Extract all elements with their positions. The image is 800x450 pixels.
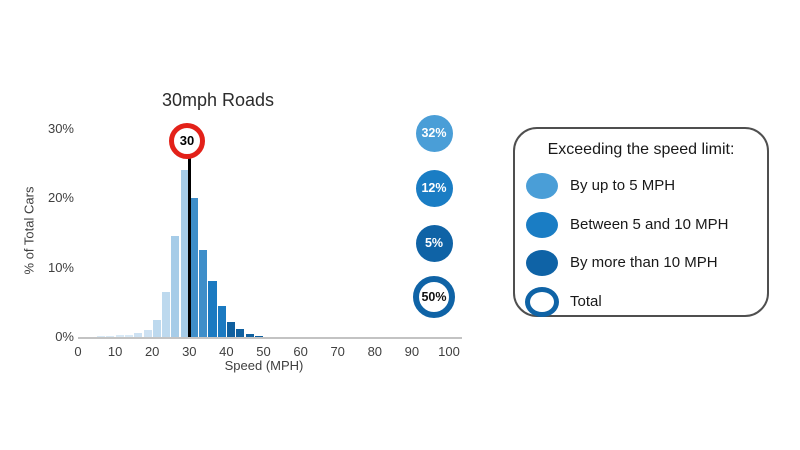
legend-item: By up to 5 MPH	[515, 171, 767, 201]
stat-badge: 50%	[413, 276, 455, 318]
legend-item-label: By more than 10 MPH	[570, 254, 718, 271]
y-axis-tick-label: 0%	[55, 329, 74, 344]
histogram-bar	[152, 319, 161, 337]
x-axis-tick-label: 40	[219, 344, 234, 359]
x-axis-tick-label: 20	[144, 344, 160, 359]
x-axis-tick-label: 70	[330, 344, 345, 359]
histogram-bar	[254, 335, 263, 337]
x-axis-line	[78, 337, 462, 339]
x-axis-title: Speed (MPH)	[224, 358, 304, 373]
y-axis-tick-label: 10%	[47, 259, 74, 275]
legend-item-label: Total	[570, 293, 602, 310]
x-axis-tick-label: 30	[182, 344, 197, 359]
legend-item-label: Between 5 and 10 MPH	[570, 216, 729, 233]
y-axis-tick-label: 30%	[47, 120, 74, 136]
histogram-bar	[106, 335, 115, 337]
legend-circle-icon	[526, 250, 558, 276]
legend-items: By up to 5 MPH Between 5 and 10 MPH By mor…	[515, 129, 767, 317]
y-axis-tick-label: 20%	[47, 190, 74, 205]
legend-circle-icon	[526, 212, 558, 238]
legend-item-label: By up to 5 MPH	[570, 177, 676, 194]
histogram-bar	[236, 329, 245, 337]
histogram-bar	[217, 305, 226, 337]
x-axis-tick-label: 0	[74, 344, 82, 359]
legend-ring-icon	[525, 287, 559, 317]
speed-limit-sign-icon: 30	[169, 123, 205, 159]
histogram-bar	[245, 333, 254, 337]
histogram-bar	[171, 236, 180, 337]
x-axis-tick-label: 50	[256, 344, 271, 359]
x-axis-tick-label: 80	[367, 344, 383, 359]
histogram-bar	[208, 281, 217, 337]
histogram-bar	[124, 334, 134, 337]
legend-item: Total	[515, 287, 767, 317]
stat-badge: 12%	[415, 169, 453, 207]
legend-item: Between 5 and 10 MPH	[515, 210, 767, 240]
x-axis-tick-label: 100	[438, 344, 460, 359]
x-axis-tick-label: 60	[293, 344, 308, 359]
x-axis-tick-label: 10	[107, 344, 123, 359]
chart-title: 30mph Roads	[161, 90, 275, 110]
legend-title: Exceeding the speed limit:	[547, 141, 735, 158]
histogram-bar	[227, 321, 236, 337]
histogram-bar	[115, 335, 124, 337]
stat-badge: 5%	[415, 224, 453, 262]
legend-item: By more than 10 MPH	[515, 248, 767, 278]
histogram-bar	[134, 333, 143, 337]
stat-badge: 32%	[415, 114, 453, 152]
legend-box: Exceeding the speed limit: By up to 5 MP…	[513, 127, 769, 317]
legend-circle-icon	[526, 173, 558, 199]
histogram-bar	[162, 291, 171, 337]
histogram-bar	[199, 250, 208, 337]
speed-limit-value: 30	[179, 133, 195, 148]
histogram-bar	[189, 198, 198, 337]
x-axis-tick-label: 90	[404, 344, 420, 359]
speed-limit-line	[188, 156, 191, 337]
histogram-bar	[180, 170, 189, 337]
histogram-bar	[97, 335, 106, 337]
histogram-bar	[143, 330, 152, 337]
